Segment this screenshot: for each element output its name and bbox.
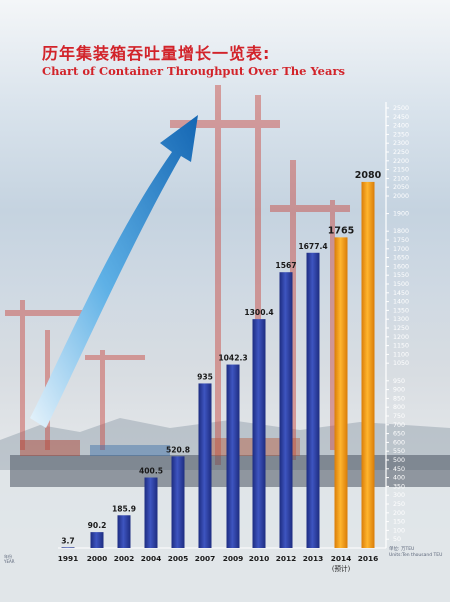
- bar-2010: [252, 319, 266, 548]
- y-tick-label: 1900: [393, 211, 409, 218]
- bar-value-label: 90.2: [88, 521, 107, 530]
- y-tick-label: 1250: [393, 325, 409, 332]
- y-tick-label: 650: [393, 431, 405, 438]
- bars: 3.7 1991 90.2 2000 185.9 2002 400.5 2004 520.8 20…: [58, 170, 386, 573]
- bar-value-label: 185.9: [112, 504, 136, 513]
- bar-1991: [61, 547, 75, 548]
- unit-note: 单位: 万TEU Units:Ten thousand TEU: [389, 547, 442, 559]
- bar-value-label: 2080: [355, 170, 382, 181]
- bar-2002: [117, 515, 131, 548]
- bar-value-label: 520.8: [166, 445, 190, 454]
- unit-note-en: Units:Ten thousand TEU: [389, 553, 443, 558]
- y-tick-label: 450: [393, 466, 405, 473]
- y-tick-label: 1150: [393, 343, 409, 350]
- bar-value-label: 400.5: [139, 467, 163, 476]
- bar-2009: [226, 364, 240, 548]
- growth-arrow-body: [30, 115, 198, 428]
- bar-value-label: 3.7: [61, 536, 74, 545]
- y-tick-label: 100: [393, 527, 405, 534]
- y-tick-label: 2400: [393, 123, 409, 130]
- y-tick-label: 400: [393, 475, 405, 482]
- y-tick-label: 1700: [393, 246, 409, 253]
- x-tick-label: 1991: [58, 554, 79, 563]
- bar-2016: [361, 181, 375, 549]
- x-tick-label: 2014: [331, 554, 352, 563]
- y-tick-label: 2250: [393, 149, 409, 156]
- x-tick-sublabel: (预计): [332, 564, 350, 573]
- bar-2014: [334, 237, 348, 549]
- y-tick-label: 2350: [393, 131, 409, 138]
- bar-2000: [90, 532, 104, 548]
- y-tick-label: 2100: [393, 175, 409, 182]
- bar-value-label: 1677.4: [298, 242, 327, 251]
- y-tick-label: 2450: [393, 114, 409, 121]
- x-tick-label: 2012: [276, 554, 297, 563]
- y-tick-label: 1600: [393, 263, 409, 270]
- chart-title-en: Chart of Container Throughput Over The Y…: [42, 64, 345, 78]
- bar-2007: [198, 383, 212, 548]
- y-tick-label: 1450: [393, 290, 409, 297]
- y-tick-label: 1550: [393, 272, 409, 279]
- growth-arrow: [30, 115, 198, 428]
- bar-value-label: 935: [197, 372, 213, 381]
- y-tick-label: 350: [393, 483, 405, 490]
- y-tick-label: 950: [393, 378, 405, 385]
- y-tick-label: 1650: [393, 255, 409, 262]
- bar-2005: [171, 456, 185, 548]
- bar-2013: [306, 252, 320, 549]
- bar-2012: [279, 272, 293, 548]
- bar-value-label: 1567: [275, 261, 296, 270]
- x-tick-label: 2002: [114, 554, 135, 563]
- x-tick-label: 2009: [223, 554, 244, 563]
- year-note: 年份 YEAR: [4, 554, 15, 564]
- y-tick-label: 1200: [393, 334, 409, 341]
- y-tick-label: 2150: [393, 167, 409, 174]
- y-axis: 5010015020025030035040045050055060065070…: [385, 102, 409, 548]
- y-tick-label: 1800: [393, 228, 409, 235]
- y-tick-label: 750: [393, 413, 405, 420]
- y-tick-label: 150: [393, 519, 405, 526]
- unit-note-cn: 单位: 万TEU: [389, 547, 415, 552]
- x-tick-label: 2016: [358, 554, 379, 563]
- y-tick-label: 550: [393, 448, 405, 455]
- year-note-en: YEAR: [4, 559, 15, 564]
- x-tick-label: 2013: [303, 554, 324, 563]
- bar-value-label: 1765: [328, 225, 354, 236]
- y-tick-label: 850: [393, 395, 405, 402]
- y-tick-label: 50: [393, 536, 401, 543]
- y-tick-label: 2200: [393, 158, 409, 165]
- bar-value-label: 1042.3: [218, 354, 247, 363]
- y-tick-label: 900: [393, 387, 405, 394]
- y-tick-label: 200: [393, 510, 405, 517]
- y-tick-label: 2500: [393, 105, 409, 112]
- water: [0, 470, 450, 602]
- y-tick-label: 1400: [393, 299, 409, 306]
- x-tick-label: 2007: [195, 554, 216, 563]
- y-tick-label: 1750: [393, 237, 409, 244]
- y-tick-label: 2050: [393, 184, 409, 191]
- y-tick-label: 250: [393, 501, 405, 508]
- chart-title-cn: 历年集装箱吞吐量增长一览表:: [42, 44, 271, 63]
- y-tick-label: 1500: [393, 281, 409, 288]
- y-tick-label: 1300: [393, 316, 409, 323]
- y-tick-label: 600: [393, 439, 405, 446]
- bar-value-label: 1300.4: [244, 308, 273, 317]
- x-tick-label: 2000: [87, 554, 108, 563]
- year-note-cn: 年份: [4, 554, 12, 559]
- x-tick-label: 2005: [168, 554, 189, 563]
- x-tick-label: 2010: [249, 554, 270, 563]
- y-tick-label: 500: [393, 457, 405, 464]
- y-tick-label: 800: [393, 404, 405, 411]
- x-tick-label: 2004: [141, 554, 162, 563]
- y-tick-label: 1100: [393, 351, 409, 358]
- y-tick-label: 300: [393, 492, 405, 499]
- y-tick-label: 700: [393, 422, 405, 429]
- y-tick-label: 2300: [393, 140, 409, 147]
- y-tick-label: 1050: [393, 360, 409, 367]
- y-tick-label: 2000: [393, 193, 409, 200]
- y-tick-label: 1350: [393, 307, 409, 314]
- bar-2004: [144, 477, 158, 548]
